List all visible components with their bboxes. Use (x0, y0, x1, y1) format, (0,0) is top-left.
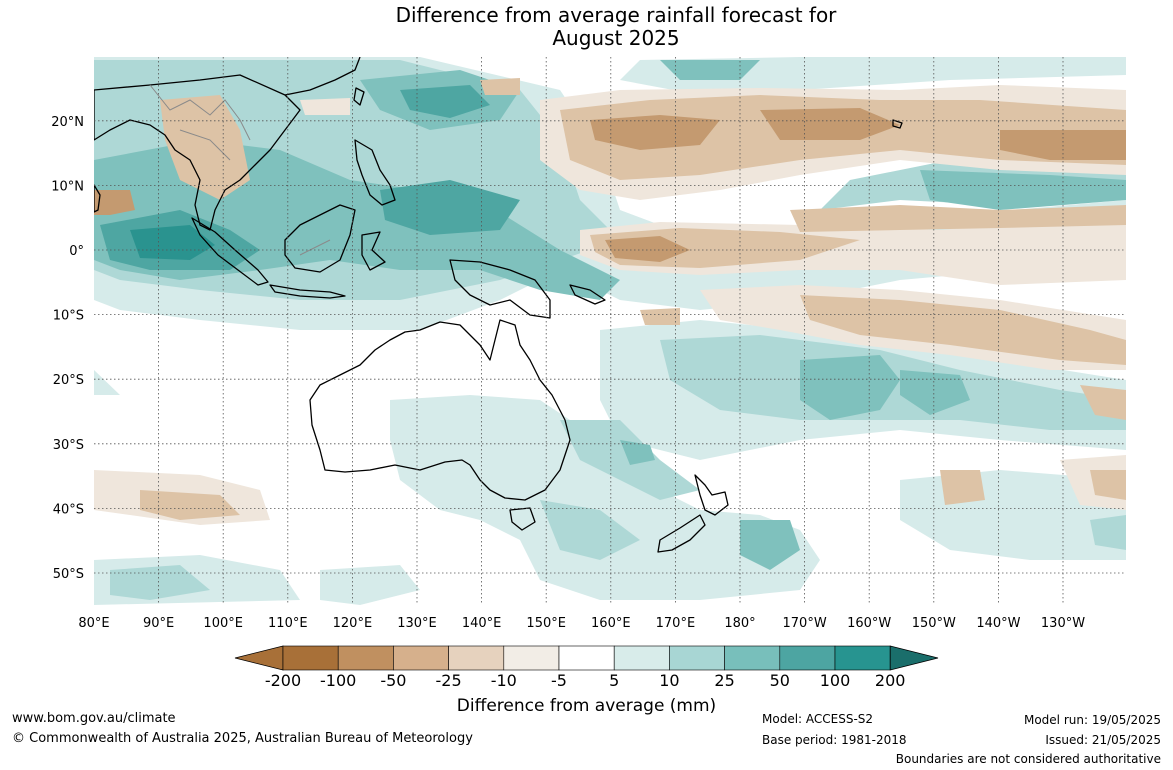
colorbar-extend-max (889, 645, 939, 671)
website-link[interactable]: www.bom.gov.au/climate (12, 711, 176, 726)
model-run-date: Model run: 19/05/2025 (1023, 713, 1161, 727)
longitude-label: 180° (724, 616, 755, 631)
india-coastline (94, 184, 101, 213)
colorbar-segment (613, 645, 670, 671)
graticule (94, 57, 1126, 605)
latitude-label: 10°N (51, 179, 84, 194)
colorbar-segment (779, 645, 836, 671)
taiwan-coastline (353, 87, 365, 106)
colorbar-tick-label: 50 (769, 671, 790, 690)
longitude-labels: 80°E 90°E 100°E 110°E 120°E 130°E 140°E 150°E 16… (78, 616, 1085, 631)
longitude-label: 160°W (847, 616, 891, 631)
longitude-label: 140°W (976, 616, 1020, 631)
sulawesi-coastline (361, 231, 386, 271)
longitude-label: 150°W (912, 616, 956, 631)
hawaii-coastline (892, 119, 903, 129)
colorbar-segment (282, 645, 339, 671)
disclaimer-text: Boundaries are not considered authoritat… (895, 752, 1161, 766)
colorbar-tick-label: -25 (435, 671, 462, 690)
longitude-label: 110°E (268, 616, 308, 631)
longitude-label: 170°W (783, 616, 827, 631)
longitude-label: 130°E (397, 616, 437, 631)
coastlines (94, 57, 903, 553)
new-zealand-north-island (694, 474, 729, 516)
colorbar-title: Difference from average (mm) (456, 696, 717, 716)
latitude-label: 10°S (53, 309, 84, 324)
colorbar-segment (393, 645, 449, 671)
china-coastline (284, 57, 361, 96)
longitude-label: 170°E (656, 616, 696, 631)
colorbar-tick-label: -50 (380, 671, 407, 690)
map-plot-area (94, 57, 1126, 605)
longitude-label: 80°E (78, 616, 109, 631)
colorbar-tick-label: 100 (819, 671, 851, 690)
colorbar-tick-label: 25 (714, 671, 735, 690)
base-period: Base period: 1981-2018 (762, 733, 907, 747)
colorbar-tick-label: 10 (659, 671, 680, 690)
indochina-coastline (94, 74, 301, 231)
sumatra-coastline (191, 217, 269, 286)
longitude-label: 150°E (526, 616, 566, 631)
colorbar-segment (558, 645, 615, 671)
new-guinea-coastline (449, 259, 551, 319)
colorbar-tick-label: -200 (264, 671, 302, 690)
colorbar-segment (337, 645, 394, 671)
longitude-label: 120°E (333, 616, 373, 631)
latitude-label: 50°S (53, 567, 84, 582)
colorbar (234, 645, 939, 671)
issued-date: Issued: 21/05/2025 (1045, 733, 1161, 747)
colorbar-segment (503, 645, 560, 671)
latitude-label: 20°S (53, 373, 84, 388)
new-zealand-south-island (657, 514, 706, 553)
philippines-coastline (354, 139, 396, 206)
java-coastline (269, 284, 346, 299)
latitude-labels: 20°N 10°N 0° 10°S 20°S 30°S 40°S 50°S (51, 115, 84, 582)
latitude-label: 0° (69, 244, 84, 259)
colorbar-segment (834, 645, 891, 671)
model-name: Model: ACCESS-S2 (762, 712, 874, 726)
colorbar-tick-label: -5 (551, 671, 567, 690)
colorbar-segment (448, 645, 505, 671)
longitude-label: 90°E (143, 616, 174, 631)
colorbar-tick-label: 5 (609, 671, 620, 690)
copyright-text: © Commonwealth of Australia 2025, Austra… (12, 731, 473, 746)
colorbar-tick-label: -10 (490, 671, 517, 690)
title-line-2: August 2025 (552, 26, 680, 50)
colorbar-segment (669, 645, 725, 671)
australia-coastline (309, 319, 571, 501)
solomon-islands (569, 284, 606, 305)
longitude-label: 160°E (591, 616, 631, 631)
borneo-coastline (284, 204, 356, 273)
latitude-label: 20°N (51, 115, 84, 130)
title-line-1: Difference from average rainfall forecas… (395, 3, 837, 27)
longitude-label: 100°E (203, 616, 243, 631)
chart-title: Difference from average rainfall forecas… (0, 4, 1173, 50)
colorbar-tick-label: 200 (874, 671, 906, 690)
longitude-label: 130°W (1041, 616, 1085, 631)
colorbar-extend-min (234, 645, 284, 671)
colorbar-segment (724, 645, 781, 671)
colorbar-tick-label: -100 (320, 671, 357, 690)
dry-anomaly-regions (94, 78, 1126, 525)
longitude-label: 140°E (462, 616, 502, 631)
latitude-label: 30°S (53, 438, 84, 453)
latitude-label: 40°S (53, 502, 84, 517)
